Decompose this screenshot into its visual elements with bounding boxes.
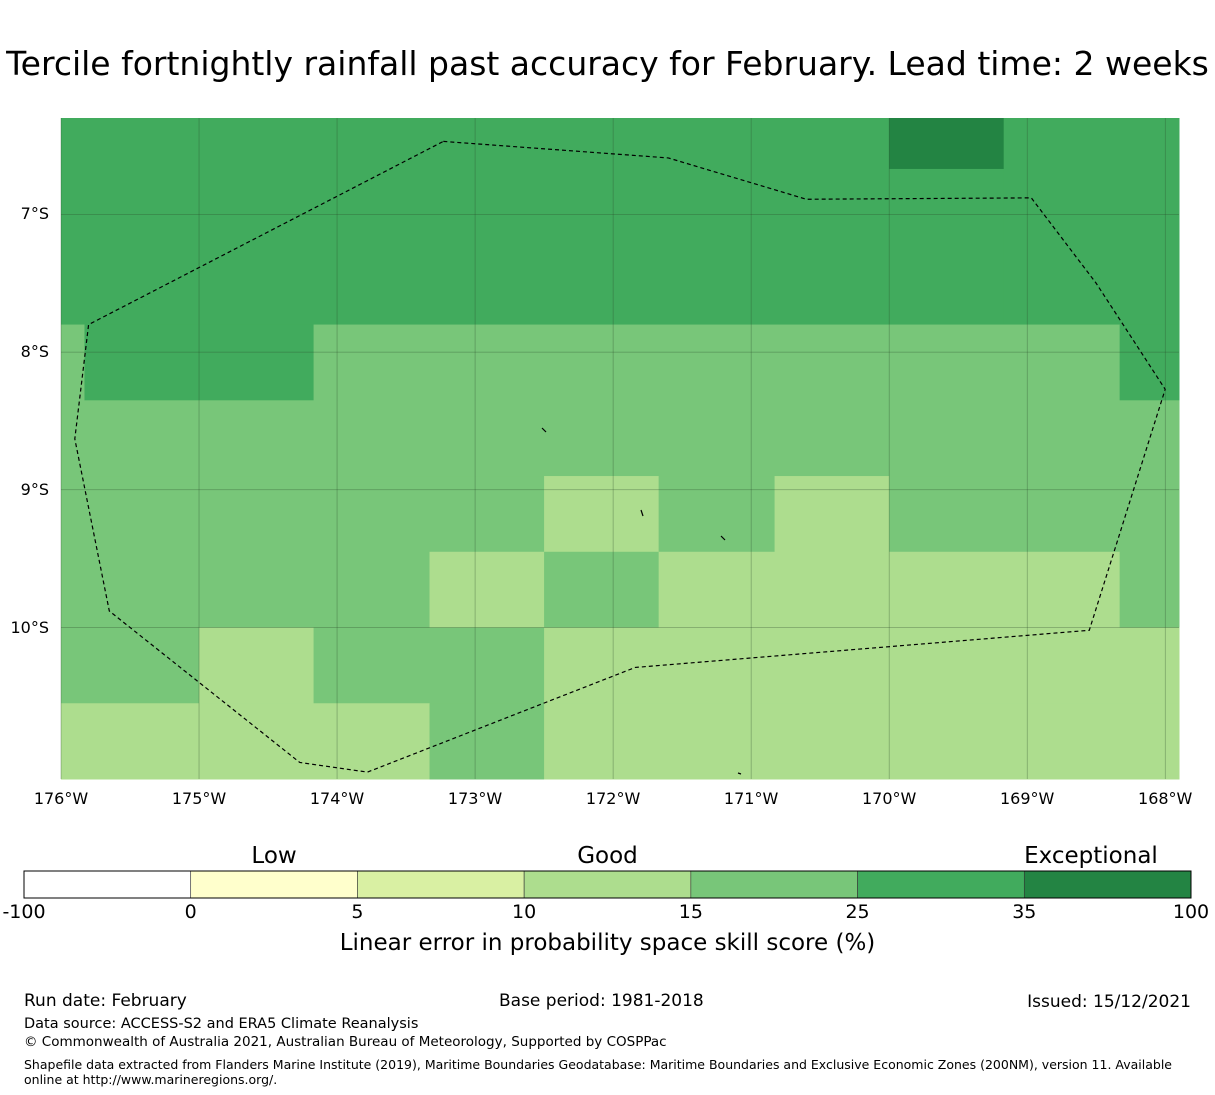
colorbar-tick-label: 5 (351, 901, 364, 923)
grid-cell (544, 703, 1180, 780)
grid-cell (889, 118, 1005, 170)
longitude-tick-label: 170°W (861, 789, 917, 808)
colorbar-tick-label: -100 (2, 901, 46, 923)
base-period: Base period: 1981-2018 (499, 991, 704, 1011)
grid-cell (313, 627, 545, 704)
grid-cell (429, 703, 545, 780)
island-outline (640, 509, 644, 517)
grid-cell (544, 476, 660, 553)
eez-boundary (74, 140, 1166, 773)
grid-cell (889, 168, 1005, 326)
grid-cell (61, 551, 431, 629)
grid-cell (1119, 324, 1180, 401)
colorbar-category-label: Good (577, 843, 638, 869)
grid-cell (61, 324, 85, 401)
longitude-tick-label: 169°W (999, 789, 1055, 808)
longitude-tick-label: 173°W (447, 789, 503, 808)
latitude-tick-label: 10°S (10, 617, 49, 637)
grid-cell (199, 627, 315, 704)
colorbar-tick-label: 100 (1172, 901, 1210, 923)
longitude-tick-label: 174°W (309, 789, 365, 808)
grid-cell (61, 400, 1180, 477)
colorbar-tick-label: 0 (184, 901, 197, 923)
grid-cell (429, 551, 545, 629)
grid-cell (313, 324, 1121, 401)
island-outline (737, 772, 742, 775)
grid-cell (1119, 551, 1180, 629)
shapefile-note: Shapefile data extracted from Flanders M… (24, 1057, 1172, 1087)
longitude-tick-label: 168°W (1138, 789, 1193, 808)
latitude-tick-label: 9°S (20, 479, 49, 499)
colorbar-label: Linear error in probability space skill … (339, 930, 876, 956)
island-outline (720, 535, 726, 541)
colorbar-category-label: Low (251, 843, 297, 869)
colorbar-tick-label: 15 (678, 901, 703, 923)
longitude-tick-label: 171°W (723, 789, 779, 808)
grid-cell (1003, 118, 1180, 326)
grid-cell (658, 476, 776, 553)
longitude-tick-label: 175°W (171, 789, 227, 808)
data-source: Data source: ACCESS-S2 and ERA5 Climate … (24, 1016, 419, 1032)
latitude-tick-label: 8°S (20, 342, 49, 362)
colorbar-category-label: Exceptional (1024, 843, 1158, 869)
issued-date: Issued: 15/12/2021 (1027, 992, 1191, 1012)
colorbar-tick-label: 25 (845, 901, 870, 923)
map-title: Tercile fortnightly rainfall past accura… (6, 44, 1209, 83)
grid-cell (889, 476, 1180, 553)
latitude-tick-label: 7°S (20, 204, 49, 224)
grid-cell (61, 703, 431, 780)
copyright: © Commonwealth of Australia 2021, Austra… (24, 1034, 667, 1050)
grid-cell (544, 551, 660, 629)
grid-cell (61, 476, 545, 553)
colorbar-tick-label: 10 (512, 901, 537, 923)
island-outline (541, 427, 547, 433)
grid-cell (544, 627, 1180, 704)
grid-cell (61, 627, 200, 704)
grid-cell (774, 476, 890, 553)
grid-cell (658, 551, 1121, 629)
longitude-tick-label: 172°W (585, 789, 641, 808)
run-date: Run date: February (24, 991, 187, 1011)
colorbar-tick-label: 35 (1012, 901, 1037, 923)
longitude-tick-label: 176°W (33, 789, 89, 808)
